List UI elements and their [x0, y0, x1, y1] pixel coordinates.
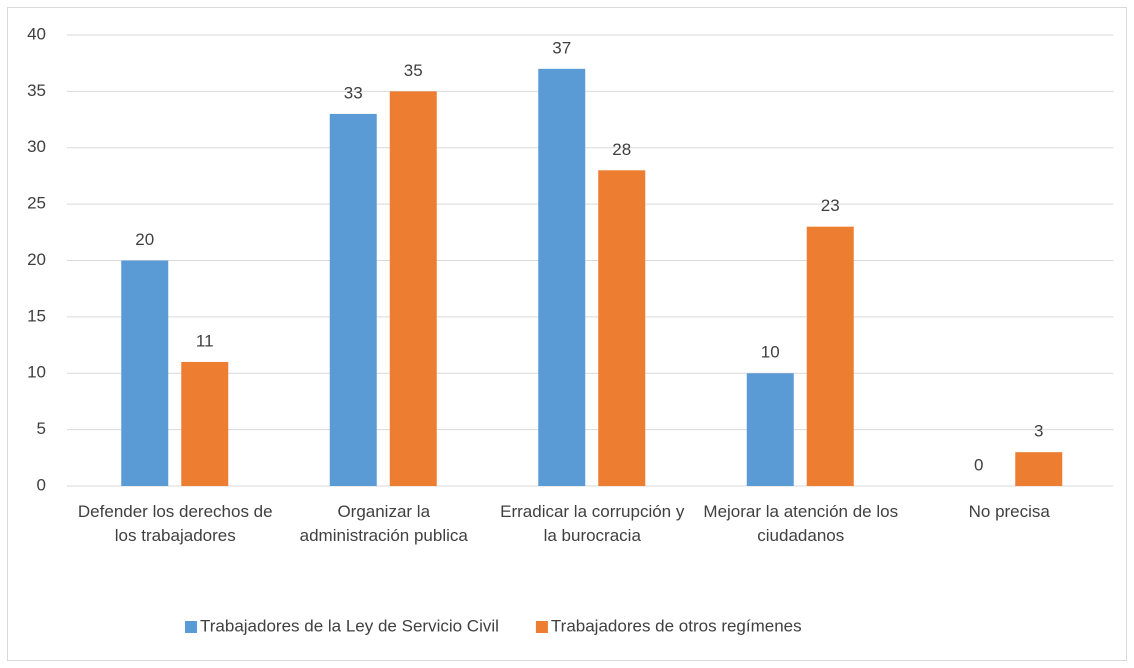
y-tick-label: 5: [37, 419, 46, 438]
bar: [746, 373, 794, 486]
x-tick-label: Organizar la administración publica: [299, 502, 468, 545]
value-label: 3: [1034, 422, 1043, 441]
value-label: 20: [135, 230, 154, 249]
legend-label: Trabajadores de la Ley de Servicio Civil: [200, 616, 499, 635]
bar: [121, 260, 169, 486]
y-tick-label: 30: [27, 137, 46, 156]
y-tick-label: 35: [27, 81, 46, 100]
value-label: 10: [761, 343, 780, 362]
y-tick-label: 40: [27, 24, 46, 43]
value-label: 33: [344, 83, 363, 102]
y-tick-label: 15: [27, 306, 46, 325]
bar: [389, 91, 437, 486]
x-tick-label-box: Organizar la administración publica: [299, 502, 468, 545]
x-tick-label: Defender los derechos de los trabajadore…: [77, 502, 273, 545]
x-tick-label-box: Mejorar la atención de los ciudadanos: [703, 502, 899, 545]
value-label: 23: [821, 196, 840, 215]
y-tick-label: 20: [27, 250, 46, 269]
y-tick-label: 10: [27, 363, 46, 382]
bar: [1015, 452, 1063, 486]
y-tick-label: 0: [37, 475, 46, 494]
value-label: 37: [552, 38, 571, 57]
y-tick-label: 25: [27, 194, 46, 213]
bar: [329, 113, 377, 487]
legend-swatch: [185, 621, 197, 633]
value-label: 11: [196, 331, 214, 350]
value-label: 28: [612, 140, 631, 159]
bar: [181, 361, 229, 486]
bar: [806, 226, 854, 487]
x-tick-label: No precisa: [968, 502, 1050, 521]
x-tick-label-box: Defender los derechos de los trabajadore…: [77, 502, 273, 545]
legend-swatch: [535, 621, 548, 633]
x-tick-label: Erradicar la corrupción y la burocracia: [500, 502, 685, 545]
value-label: 0: [974, 455, 983, 474]
value-label: 35: [404, 61, 423, 80]
x-tick-label-box: Erradicar la corrupción y la burocracia: [500, 502, 685, 545]
bar: [538, 68, 586, 486]
legend-label: Trabajadores de otros regímenes: [551, 616, 802, 635]
bar: [598, 170, 646, 487]
x-tick-label-box: No precisa: [968, 502, 1050, 521]
x-tick-label: Mejorar la atención de los ciudadanos: [703, 502, 899, 545]
